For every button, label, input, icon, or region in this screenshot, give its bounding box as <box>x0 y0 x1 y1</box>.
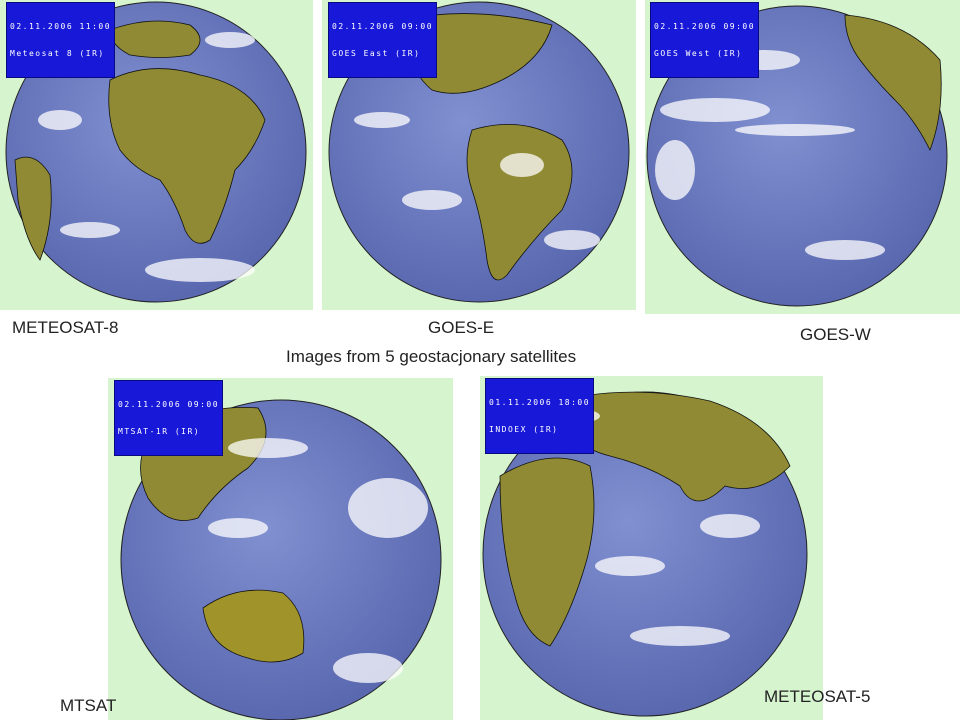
image-timestamp-stamp: 01.11.2006 18:00 INDOEX (IR) <box>485 378 595 454</box>
stamp-satellite-id: GOES East (IR) <box>332 49 421 58</box>
stamp-satellite-id: MTSAT-1R (IR) <box>118 427 201 436</box>
satellite-image-mtsat: 02.11.2006 09:00 MTSAT-1R (IR) <box>108 378 453 720</box>
stamp-date: 02.11.2006 09:00 <box>654 22 756 31</box>
earth-globe-mtsat <box>120 399 442 720</box>
stamp-date: 02.11.2006 09:00 <box>118 400 220 409</box>
stamp-satellite-id: Meteosat 8 (IR) <box>10 49 105 58</box>
satellite-label-mtsat: MTSAT <box>60 696 117 715</box>
satellite-label-goes-e: GOES-E <box>428 318 495 337</box>
satellite-image-goes-w: 02.11.2006 09:00 GOES West (IR) <box>645 0 960 314</box>
satellite-label-meteosat-5: METEOSAT-5 <box>764 687 871 706</box>
satellite-image-meteosat-5: 01.11.2006 18:00 INDOEX (IR) <box>480 376 823 720</box>
earth-globe-goes-e <box>328 1 630 303</box>
satellite-label-goes-w: GOES-W <box>800 325 871 344</box>
satellite-image-goes-e: 02.11.2006 09:00 GOES East (IR) <box>322 0 636 310</box>
satellite-image-meteosat-8: 02.11.2006 11:00 Meteosat 8 (IR) <box>0 0 313 310</box>
stamp-satellite-id: INDOEX (IR) <box>489 425 559 434</box>
page-caption: Images from 5 geostacjonary satellites <box>286 347 577 366</box>
stamp-date: 02.11.2006 11:00 <box>10 22 112 31</box>
image-timestamp-stamp: 02.11.2006 11:00 Meteosat 8 (IR) <box>6 2 116 78</box>
image-timestamp-stamp: 02.11.2006 09:00 MTSAT-1R (IR) <box>114 380 224 456</box>
stamp-date: 01.11.2006 18:00 <box>489 398 591 407</box>
stamp-satellite-id: GOES West (IR) <box>654 49 743 58</box>
image-timestamp-stamp: 02.11.2006 09:00 GOES East (IR) <box>328 2 438 78</box>
earth-globe-goes-w <box>646 5 948 307</box>
satellite-label-meteosat-8: METEOSAT-8 <box>12 318 119 337</box>
image-timestamp-stamp: 02.11.2006 09:00 GOES West (IR) <box>650 2 760 78</box>
stamp-date: 02.11.2006 09:00 <box>332 22 434 31</box>
